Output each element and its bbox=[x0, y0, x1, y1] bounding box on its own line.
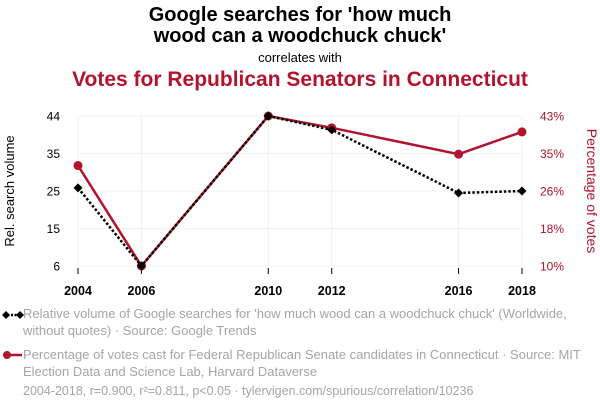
y-tick-label-right: 18% bbox=[540, 222, 564, 236]
point-republican-votes bbox=[73, 161, 83, 171]
axis-ticks: 6 10% 15 18% 25 26% 35 35% 44 43% 2004 2006 2010 2012… bbox=[47, 110, 565, 299]
point-google-searches bbox=[263, 111, 273, 121]
legend-text-republican-votes: Percentage of votes cast for Federal Rep… bbox=[23, 347, 581, 379]
point-republican-votes bbox=[517, 127, 527, 137]
point-google-searches bbox=[327, 125, 337, 135]
legend-circle-marker-icon bbox=[3, 351, 22, 359]
x-tick-label: 2012 bbox=[318, 284, 346, 298]
y-tick-label-right: 43% bbox=[540, 110, 564, 124]
legend-text-google-searches: Relative volume of Google searches for '… bbox=[23, 306, 567, 338]
y-tick-label-left: 44 bbox=[47, 110, 61, 124]
y-axis-label-right: Percentage of votes bbox=[584, 129, 600, 254]
line-google-searches bbox=[77, 114, 523, 268]
legend-diamond-marker-icon bbox=[2, 311, 24, 319]
chart-title-line2: wood can a woodchuck chuck' bbox=[153, 25, 447, 47]
point-google-searches bbox=[136, 261, 146, 271]
y-tick-label-right: 35% bbox=[540, 147, 564, 161]
y-axis-label-left: Rel. search volume bbox=[2, 135, 17, 246]
chart-title-line1: Google searches for 'how much bbox=[148, 4, 452, 26]
y-tick-label-right: 10% bbox=[540, 260, 564, 274]
point-google-searches bbox=[73, 183, 83, 193]
x-tick-label: 2006 bbox=[128, 284, 156, 298]
point-google-searches bbox=[454, 188, 464, 198]
footer-stats: 2004-2018, r=0.900, r²=0.811, p<0.05 · t… bbox=[23, 384, 474, 398]
y-tick-label-left: 15 bbox=[47, 222, 61, 236]
x-tick-label: 2004 bbox=[64, 284, 92, 298]
x-tick-label: 2018 bbox=[508, 284, 536, 298]
point-google-searches bbox=[517, 186, 527, 196]
y-tick-label-left: 35 bbox=[47, 147, 61, 161]
y-tick-label-left: 25 bbox=[47, 185, 61, 199]
x-tick-label: 2010 bbox=[254, 284, 282, 298]
series-google-searches bbox=[73, 111, 527, 271]
y-tick-label-left: 6 bbox=[53, 260, 60, 274]
chart-subtitle: correlates with bbox=[258, 50, 342, 65]
point-republican-votes bbox=[454, 149, 464, 159]
chart-title-secondary: Votes for Republican Senators in Connect… bbox=[72, 68, 528, 91]
y-tick-label-right: 26% bbox=[540, 185, 564, 199]
x-tick-label: 2016 bbox=[445, 284, 473, 298]
